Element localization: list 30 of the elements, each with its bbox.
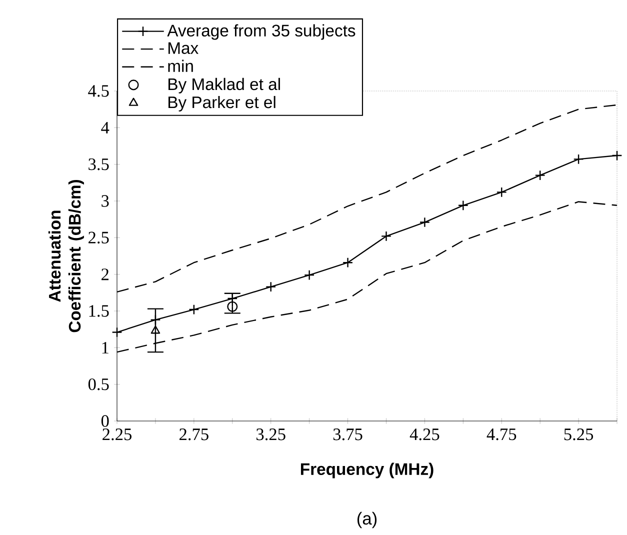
y-tick-label: 4.5 [88,85,109,97]
y-tick-label: 0.5 [88,378,109,390]
y-tick-label: 1.5 [89,305,109,317]
y-tick-label: 4 [101,122,110,134]
point [612,150,622,161]
text: (a) [357,512,377,528]
y-tick-label: 2.5 [88,232,109,244]
x-tick-label: 2.25 [102,428,132,440]
point [534,170,546,181]
y-tick-label: 2 [102,268,108,280]
x-tick-label: 2.75 [180,428,208,440]
y-axis-title: Attenuation Coefficient (dB/cm) [48,180,84,332]
legend-label: Max [168,42,198,54]
y-tick-label: 1 [102,342,108,354]
x-tick-label: 3.75 [333,428,362,440]
y-tick-label: 0 [101,415,109,427]
x-tick-label: 3.25 [256,428,286,440]
legend-label: By Maklad et al [168,78,280,94]
legend-label: Average from 35 subjects [167,24,356,40]
legend-label: By Parker et el [168,96,276,112]
point [188,304,200,315]
x-tick-label: 4.25 [410,428,440,440]
x-tick-label: 5.25 [564,428,594,440]
legend-label: min [168,60,193,72]
x-tick-label: 4.75 [486,428,516,440]
point [112,327,122,338]
y-tick-label: 3.5 [88,158,109,170]
x-axis-title: Frequency (MHz) [300,462,434,478]
y-tick-label: 3 [102,195,109,207]
point [573,154,584,164]
